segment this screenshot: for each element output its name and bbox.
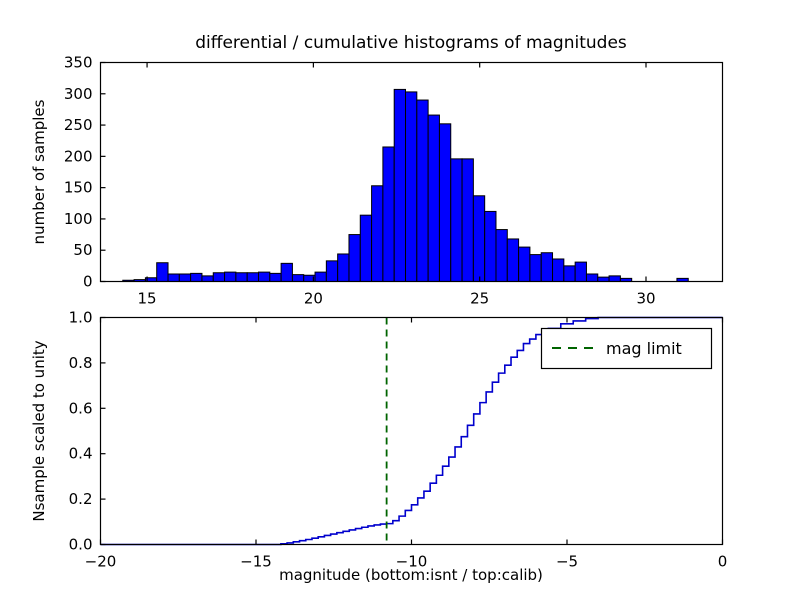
bottom-x-tick-label: −20 xyxy=(85,553,117,571)
bottom-x-tick-label: −5 xyxy=(556,553,578,571)
bottom-y-axis-ticks: 0.0 0.2 0.4 0.6 0.8 1.0 xyxy=(69,309,106,554)
histogram-bar xyxy=(235,272,248,282)
histogram-bar xyxy=(269,272,282,282)
histogram-bar xyxy=(529,254,542,282)
histogram-bar xyxy=(427,114,440,282)
histogram-bar xyxy=(608,275,621,282)
histogram-bar xyxy=(224,271,237,282)
histogram-bar xyxy=(416,99,429,283)
histogram-bar xyxy=(597,276,610,282)
histogram-bar xyxy=(393,88,407,282)
histogram-bar xyxy=(382,146,395,282)
histogram-bar xyxy=(472,195,486,282)
top-x-tick-label: 15 xyxy=(138,290,157,308)
top-x-tick-label: 20 xyxy=(304,290,323,308)
histogram-bar xyxy=(212,272,226,282)
legend-mag-limit-label: mag limit xyxy=(606,339,682,358)
top-y-tick-label: 200 xyxy=(64,147,93,165)
histogram-bar xyxy=(201,275,214,282)
legend[interactable]: mag limit xyxy=(540,327,713,370)
histogram-bar xyxy=(246,272,260,282)
histogram-bar xyxy=(190,272,203,282)
top-panel-frame xyxy=(99,61,724,283)
histogram-bar xyxy=(337,253,350,283)
bottom-y-tick-label: 0.8 xyxy=(69,354,93,372)
histogram-bar xyxy=(461,158,474,282)
histogram-bar xyxy=(257,271,271,282)
x-axis-label: magnitude (bottom:isnt / top:calib) xyxy=(279,566,543,584)
bottom-y-axis-label: Nsample scaled to unity xyxy=(30,340,48,521)
bottom-y-tick-label: 0.4 xyxy=(69,445,93,463)
top-y-tick-label: 350 xyxy=(64,54,93,72)
top-y-axis-label: number of samples xyxy=(30,99,48,244)
bottom-y-tick-label: 0.2 xyxy=(69,490,93,508)
histogram-bar xyxy=(156,262,169,283)
histogram-bar xyxy=(178,273,192,282)
histogram-bar xyxy=(314,271,327,282)
top-x-tick-label: 25 xyxy=(470,290,489,308)
histogram-bar xyxy=(371,185,384,283)
histogram-bar xyxy=(540,252,554,283)
top-x-tick-label: 30 xyxy=(636,290,655,308)
histogram-bar xyxy=(563,265,576,282)
histogram-bar xyxy=(552,258,565,283)
bottom-y-tick-label: 1.0 xyxy=(69,309,93,327)
histogram-bar xyxy=(405,91,418,282)
bottom-x-tick-label: 0 xyxy=(718,553,728,571)
histogram-bar xyxy=(495,229,508,283)
histogram-bar xyxy=(484,210,497,282)
histogram-bar xyxy=(585,273,599,282)
histogram-bars xyxy=(122,88,689,283)
histogram-bar xyxy=(518,246,531,282)
top-y-tick-label: 0 xyxy=(83,273,93,291)
top-y-tick-label: 250 xyxy=(64,116,93,134)
bottom-y-tick-label: 0.6 xyxy=(69,399,93,417)
bottom-x-tick-label: −10 xyxy=(396,553,428,571)
top-y-tick-label: 50 xyxy=(73,241,92,259)
histogram-bar xyxy=(450,158,463,282)
histogram-bar xyxy=(291,274,305,282)
histogram-bar xyxy=(506,238,520,282)
top-y-tick-label: 300 xyxy=(64,85,93,103)
figure-title: differential / cumulative histograms of … xyxy=(195,33,627,53)
bottom-y-tick-label: 0.0 xyxy=(69,536,93,554)
histogram-bar xyxy=(574,261,587,283)
histogram-bar xyxy=(167,273,180,282)
cumulative-curve xyxy=(100,316,723,546)
top-y-tick-label: 100 xyxy=(64,210,93,228)
top-y-tick-label: 150 xyxy=(64,179,93,197)
histogram-bar xyxy=(359,214,373,282)
histogram-bar xyxy=(438,123,452,282)
bottom-panel: 0.0 0.2 0.4 0.6 0.8 1.0 −20 −15 −10 −5 0 Nsample … xyxy=(30,309,727,585)
top-y-axis-ticks: 0 50 100 150 200 250 300 350 xyxy=(64,54,106,291)
bottom-x-tick-label: −15 xyxy=(240,553,272,571)
histogram-bar xyxy=(348,234,361,283)
histogram-bar xyxy=(280,262,293,283)
top-x-axis-ticks: 15 20 25 30 xyxy=(138,62,656,308)
top-panel: 0 50 100 150 200 250 300 350 15 20 25 30 number of… xyxy=(30,54,724,308)
bottom-x-axis-ticks: −20 −15 −10 −5 0 xyxy=(85,317,728,571)
histogram-bar xyxy=(325,260,339,283)
